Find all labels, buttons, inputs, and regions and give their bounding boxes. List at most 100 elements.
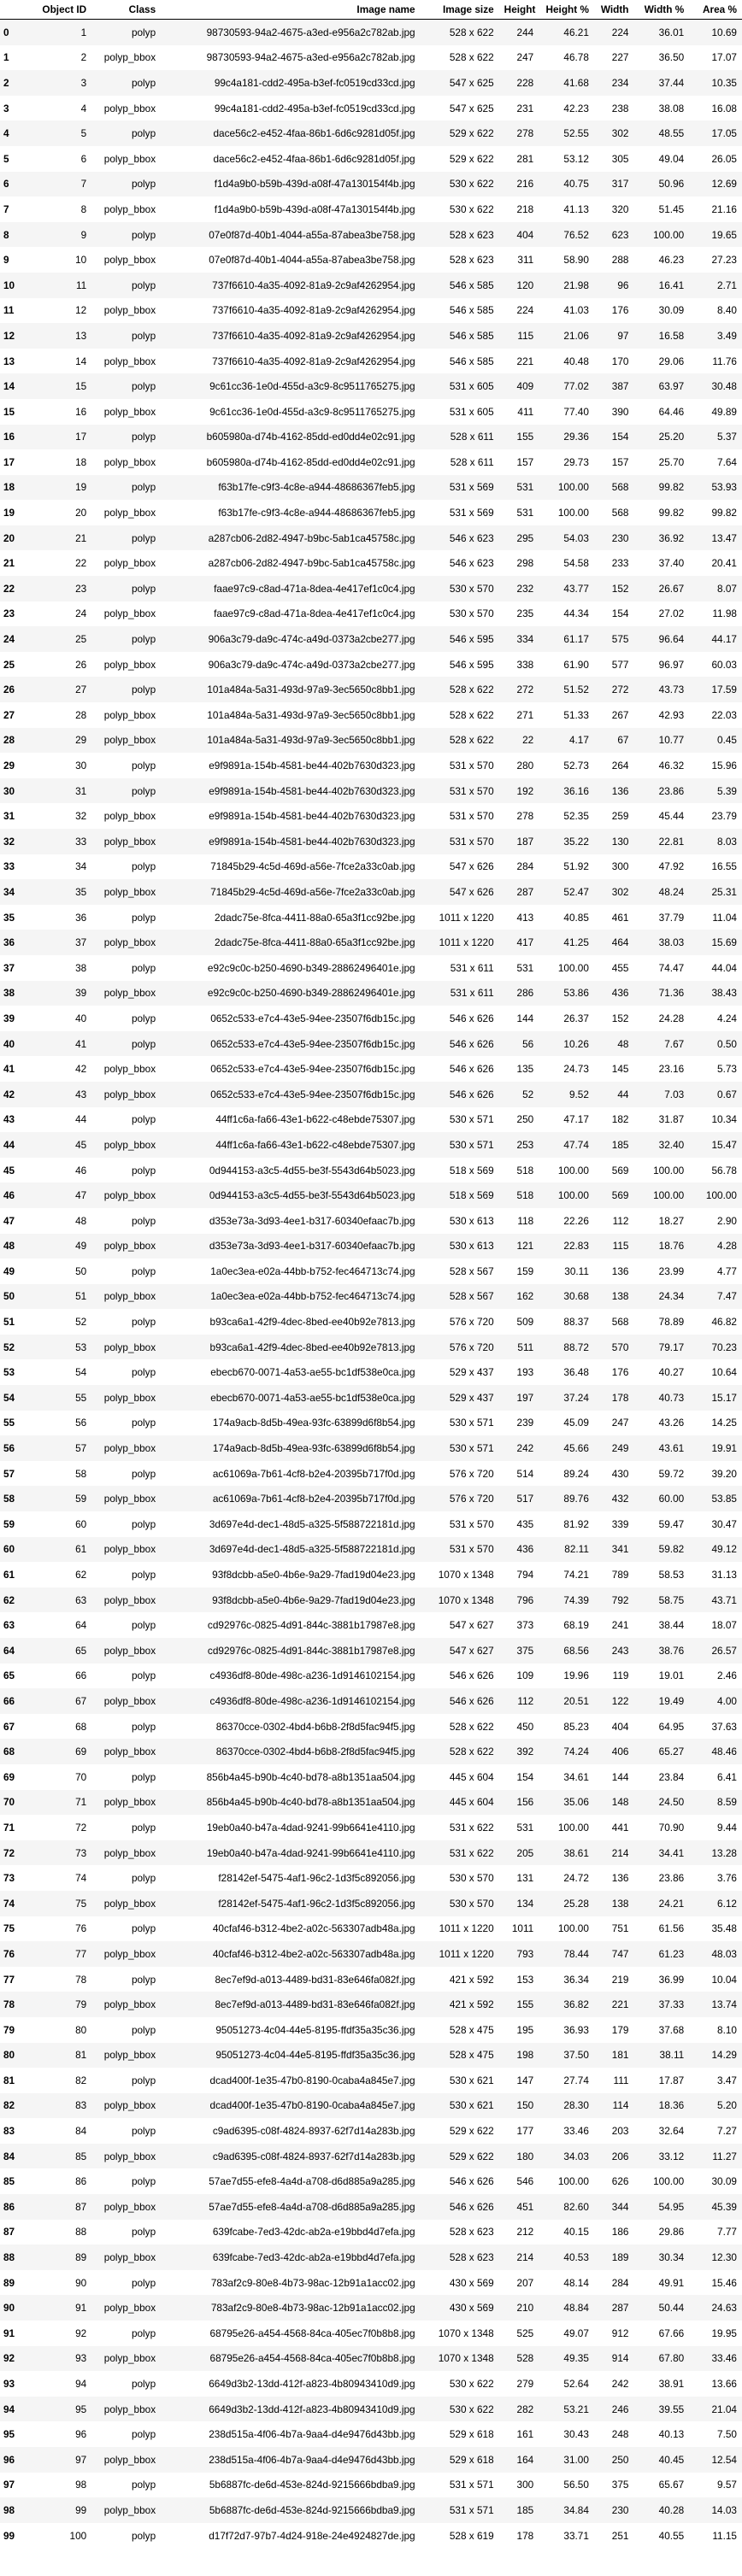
width-cell: 464 — [593, 930, 634, 955]
height-cell: 531 — [498, 474, 539, 501]
height-cell: 144 — [498, 1006, 539, 1031]
width-percent-cell: 48.24 — [633, 879, 690, 905]
height-percent-cell: 100.00 — [539, 500, 594, 525]
height-percent-cell: 89.24 — [539, 1460, 594, 1487]
area-percent-cell: 37.63 — [689, 1713, 742, 1740]
area-percent-cell: 15.46 — [689, 2269, 742, 2296]
row-index: 5 — [0, 145, 35, 172]
width-percent-cell: 61.23 — [633, 1941, 690, 1967]
image-size-cell: 1011 x 1220 — [420, 930, 499, 955]
image-size-cell: 530 x 613 — [420, 1207, 499, 1234]
row-index: 89 — [0, 2269, 35, 2296]
table-row: 61 62 polyp 93f8dcbb-a5e0-4b6e-9a29-7fad19d… — [0, 1562, 742, 1587]
height-percent-cell: 46.21 — [539, 19, 594, 45]
row-index: 69 — [0, 1763, 35, 1790]
row-index: 20 — [0, 525, 35, 551]
width-percent-cell: 43.61 — [633, 1435, 690, 1461]
row-index: 97 — [0, 2472, 35, 2498]
width-cell: 233 — [593, 550, 634, 577]
area-percent-cell: 4.28 — [689, 1233, 742, 1259]
width-percent-cell: 36.92 — [633, 525, 690, 551]
width-percent-cell: 100.00 — [633, 1157, 690, 1183]
height-cell: 279 — [498, 2371, 539, 2397]
object-id-cell: 26 — [34, 651, 92, 678]
image-size-cell: 546 x 595 — [420, 651, 499, 678]
table-row: 21 22 polyp_bbox a287cb06-2d82-4947-b9bc-5a… — [0, 550, 742, 577]
object-id-cell: 11 — [34, 272, 92, 298]
height-cell: 232 — [498, 576, 539, 601]
width-percent-cell: 43.26 — [633, 1410, 690, 1436]
image-name-cell: b93ca6a1-42f9-4dec-8bed-ee40b92e7813.jpg — [161, 1334, 421, 1360]
image-name-cell: 57ae7d55-efe8-4a4d-a708-d6d885a9a285.jpg — [161, 2194, 421, 2220]
row-index: 54 — [0, 1385, 35, 1411]
height-cell: 134 — [498, 1890, 539, 1916]
image-name-cell: 93f8dcbb-a5e0-4b6e-9a29-7fad19d04e23.jpg — [161, 1587, 421, 1613]
width-cell: 243 — [593, 1638, 634, 1664]
height-cell: 177 — [498, 2118, 539, 2144]
table-row: 26 27 polyp 101a484a-5a31-493d-97a9-3ec5650… — [0, 677, 742, 703]
object-id-cell: 19 — [34, 474, 92, 501]
height-percent-cell: 38.61 — [539, 1840, 594, 1866]
width-percent-cell: 39.55 — [633, 2396, 690, 2422]
table-row: 7 8 polyp_bbox f1d4a9b0-b59b-439d-a08f-47a1… — [0, 197, 742, 222]
height-percent-cell: 88.37 — [539, 1309, 594, 1335]
area-percent-cell: 21.16 — [689, 197, 742, 222]
height-percent-cell: 100.00 — [539, 1815, 594, 1840]
width-cell: 317 — [593, 171, 634, 197]
class-cell: polyp — [91, 2219, 162, 2245]
image-size-cell: 1070 x 1348 — [420, 2321, 499, 2346]
width-percent-cell: 60.00 — [633, 1486, 690, 1512]
height-cell: 518 — [498, 1182, 539, 1208]
image-name-cell: e9f9891a-154b-4581-be44-402b7630d323.jpg — [161, 803, 421, 829]
width-cell: 176 — [593, 1359, 634, 1386]
height-cell: 155 — [498, 424, 539, 450]
width-cell: 44 — [593, 1081, 634, 1107]
row-index: 60 — [0, 1536, 35, 1563]
image-name-cell: 98730593-94a2-4675-a3ed-e956a2c782ab.jpg — [161, 19, 421, 45]
object-id-cell: 8 — [34, 197, 92, 222]
table-row: 43 44 polyp 44ff1c6a-fa66-43e1-b622-c48ebde… — [0, 1106, 742, 1133]
height-cell: 180 — [498, 2143, 539, 2169]
image-name-cell: 19eb0a40-b47a-4dad-9241-99b6641e4110.jpg — [161, 1840, 421, 1866]
row-index: 86 — [0, 2194, 35, 2220]
table-row: 34 35 polyp_bbox 71845b29-4c5d-469d-a56e-7f… — [0, 879, 742, 905]
object-id-cell: 20 — [34, 500, 92, 525]
image-name-cell: 906a3c79-da9c-474c-a49d-0373a2cbe277.jpg — [161, 626, 421, 652]
width-cell: 302 — [593, 879, 634, 905]
width-percent-cell: 45.44 — [633, 803, 690, 829]
object-id-cell: 28 — [34, 702, 92, 728]
height-percent-cell: 100.00 — [539, 954, 594, 981]
height-percent-cell: 89.76 — [539, 1486, 594, 1512]
object-id-cell: 10 — [34, 247, 92, 273]
object-id-cell: 52 — [34, 1309, 92, 1335]
table-row: 74 75 polyp_bbox f28142ef-5475-4af1-96c2-1d… — [0, 1890, 742, 1916]
table-row: 64 65 polyp_bbox cd92976c-0825-4d91-844c-38… — [0, 1638, 742, 1664]
class-cell: polyp_bbox — [91, 1941, 162, 1967]
height-cell: 212 — [498, 2219, 539, 2245]
height-cell: 52 — [498, 1081, 539, 1107]
area-percent-cell: 5.37 — [689, 424, 742, 450]
area-percent-cell: 11.98 — [689, 601, 742, 627]
width-percent-cell: 43.73 — [633, 677, 690, 703]
area-percent-cell: 8.03 — [689, 829, 742, 854]
object-id-cell: 6 — [34, 145, 92, 172]
image-name-cell: dcad400f-1e35-47b0-8190-0caba4a845e7.jpg — [161, 2068, 421, 2093]
table-row: 97 98 polyp 5b6887fc-de6d-453e-824d-9215666… — [0, 2472, 742, 2498]
row-index: 36 — [0, 930, 35, 955]
area-percent-cell: 15.69 — [689, 930, 742, 955]
area-percent-cell: 19.91 — [689, 1435, 742, 1461]
table-row: 73 74 polyp f28142ef-5475-4af1-96c2-1d3f5c8… — [0, 1865, 742, 1891]
width-cell: 115 — [593, 1233, 634, 1259]
area-percent-cell: 12.54 — [689, 2447, 742, 2473]
height-cell: 287 — [498, 879, 539, 905]
table-row: 35 36 polyp 2dadc75e-8fca-4411-88a0-65a3f1c… — [0, 904, 742, 930]
image-size-cell: 546 x 626 — [420, 1663, 499, 1689]
height-cell: 164 — [498, 2447, 539, 2473]
height-cell: 392 — [498, 1739, 539, 1764]
table-row: 50 51 polyp_bbox 1a0ec3ea-e02a-44bb-b752-fe… — [0, 1283, 742, 1310]
row-index: 27 — [0, 702, 35, 728]
class-cell: polyp_bbox — [91, 2396, 162, 2422]
class-cell: polyp_bbox — [91, 1992, 162, 2017]
width-cell: 189 — [593, 2244, 634, 2270]
width-percent-cell: 99.82 — [633, 474, 690, 501]
